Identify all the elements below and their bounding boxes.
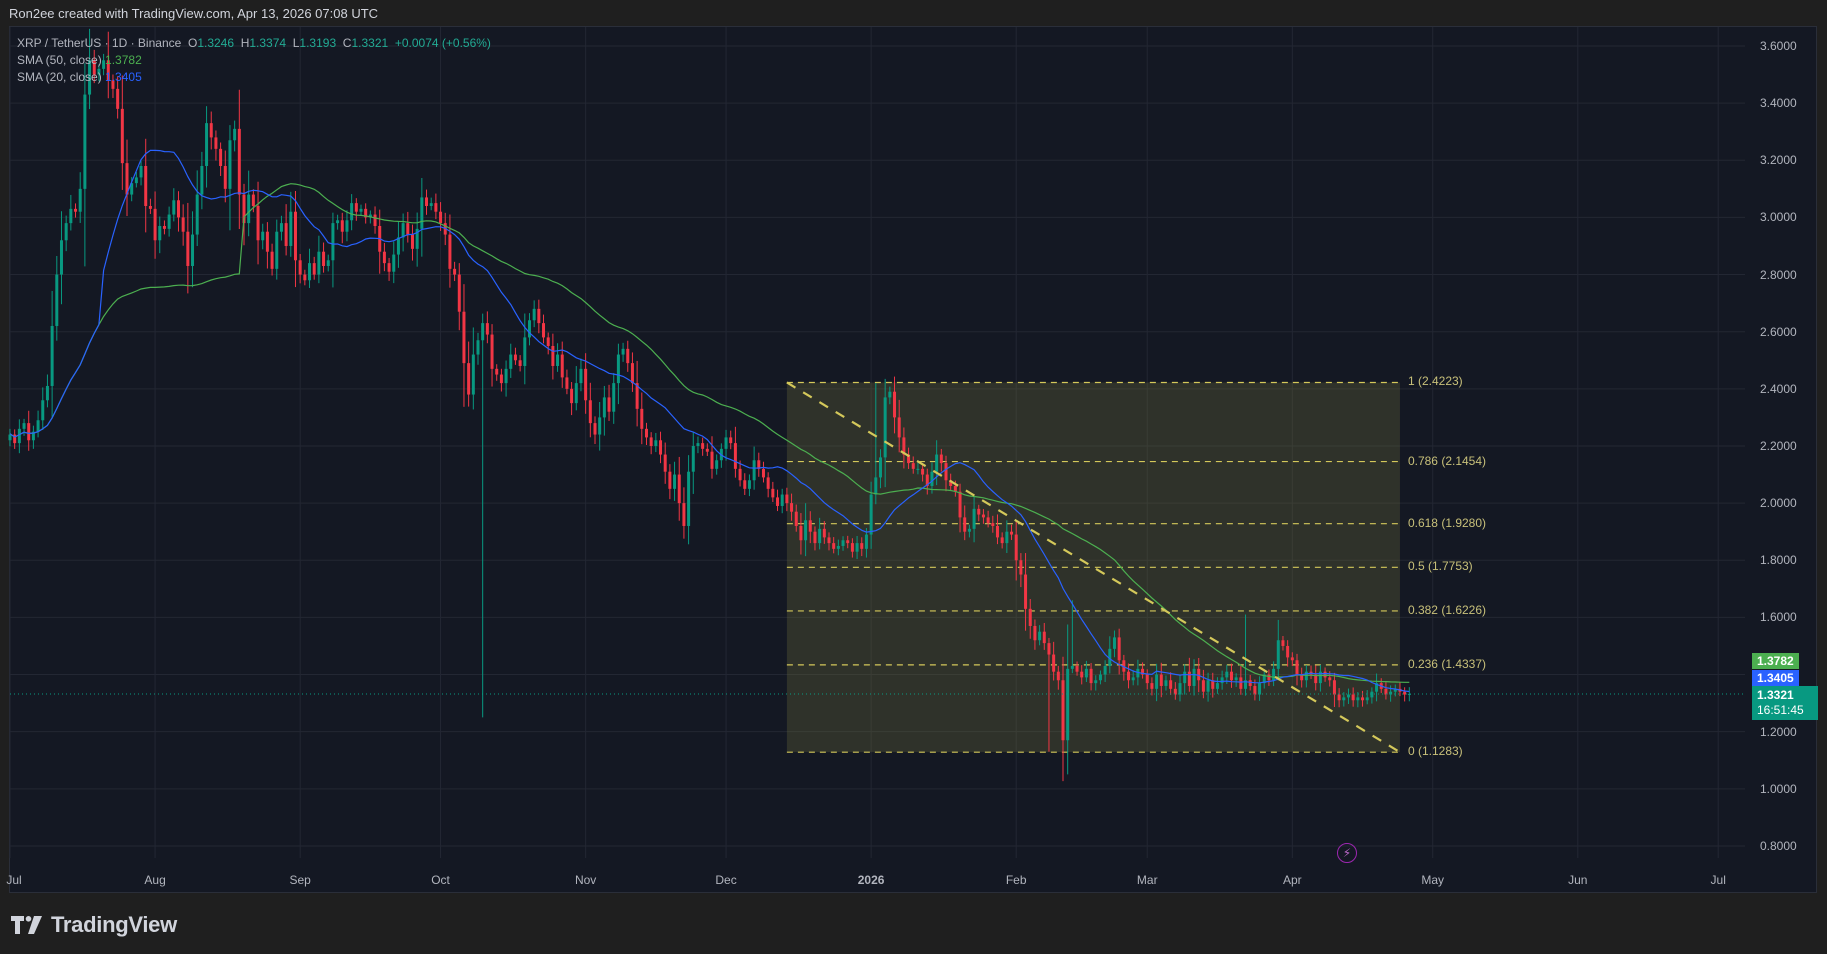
time-axis-label: Nov	[574, 873, 597, 887]
last-price: 1.3321	[1757, 688, 1794, 702]
brand-name: TradingView	[51, 912, 177, 937]
price-axis-label: 1.0000	[1760, 781, 1797, 796]
fib-level-label: 0.5 (1.7753)	[1407, 559, 1473, 574]
time-axis-label: Mar	[1136, 873, 1158, 887]
price-axis-label: 2.8000	[1760, 267, 1797, 282]
high-value: 1.3374	[249, 36, 287, 50]
price-axis-label: 2.6000	[1760, 324, 1797, 339]
price-axis-label: 1.2000	[1760, 724, 1797, 739]
price-axis-label: 3.4000	[1760, 96, 1797, 111]
price-axis-label: 3.6000	[1760, 39, 1797, 53]
time-axis-label: Sep	[289, 873, 311, 887]
change-value: +0.0074 (+0.56%)	[394, 36, 491, 50]
symbol-name[interactable]: XRP / TetherUS · 1D · Binance	[17, 36, 182, 50]
time-axis-label: Feb	[1005, 873, 1027, 887]
sma50-price-tag: 1.3782	[1752, 653, 1799, 669]
fib-level-label: 0.618 (1.9280)	[1407, 515, 1487, 530]
low-value: 1.3193	[299, 36, 337, 50]
price-axis-label: 0.8000	[1760, 838, 1797, 853]
close-value: 1.3321	[351, 36, 389, 50]
last-price-tag: 1.3321 16:51:45	[1752, 686, 1818, 720]
lightning-icon[interactable]: ⚡	[1337, 843, 1357, 863]
tv-logo-icon	[11, 916, 42, 934]
price-axis-label: 2.0000	[1760, 496, 1797, 511]
fib-level-label: 0.786 (2.1454)	[1407, 453, 1487, 468]
legend-symbol-row[interactable]: XRP / TetherUS · 1D · Binance O1.3246 H1…	[17, 36, 491, 50]
sma50-value: 1.3782	[105, 53, 142, 67]
legend-sma50-row[interactable]: SMA (50, close) 1.3782	[17, 53, 142, 67]
fib-level-label: 0 (1.1283)	[1407, 744, 1463, 759]
legend-sma20-row[interactable]: SMA (20, close) 1.3405	[17, 70, 142, 84]
bar-countdown: 16:51:45	[1757, 703, 1804, 717]
time-axis-label: Jul	[6, 873, 22, 887]
chart-legend: XRP / TetherUS · 1D · Binance O1.3246 H1…	[17, 35, 491, 86]
price-axis-label: 3.0000	[1760, 210, 1797, 225]
price-axis-label: 3.2000	[1760, 153, 1797, 168]
fib-level-label: 0.382 (1.6226)	[1407, 602, 1487, 617]
price-axis-label: 2.4000	[1760, 381, 1797, 396]
price-axis-label: 1.6000	[1760, 610, 1797, 625]
time-axis-label: Oct	[431, 873, 450, 887]
open-value: 1.3246	[197, 36, 235, 50]
price-axis-label: 1.8000	[1760, 553, 1797, 568]
time-axis-label: 2026	[857, 873, 885, 887]
credit-line: Ron2ee created with TradingView.com, Apr…	[9, 6, 379, 21]
time-axis-label: Aug	[144, 873, 166, 887]
time-axis-label: Apr	[1282, 873, 1302, 887]
time-axis-label: Dec	[715, 873, 737, 887]
fib-level-label: 0.236 (1.4337)	[1407, 656, 1487, 671]
sma20-value: 1.3405	[105, 70, 142, 84]
price-axis-label: 2.2000	[1760, 438, 1797, 453]
time-axis-label: Jun	[1568, 873, 1588, 887]
time-axis-label: Jul	[1710, 873, 1726, 887]
tradingview-logo[interactable]: TradingView	[11, 912, 177, 938]
time-axis-label: May	[1421, 873, 1445, 887]
fib-level-label: 1 (2.4223)	[1407, 374, 1463, 389]
sma20-price-tag: 1.3405	[1752, 670, 1799, 686]
